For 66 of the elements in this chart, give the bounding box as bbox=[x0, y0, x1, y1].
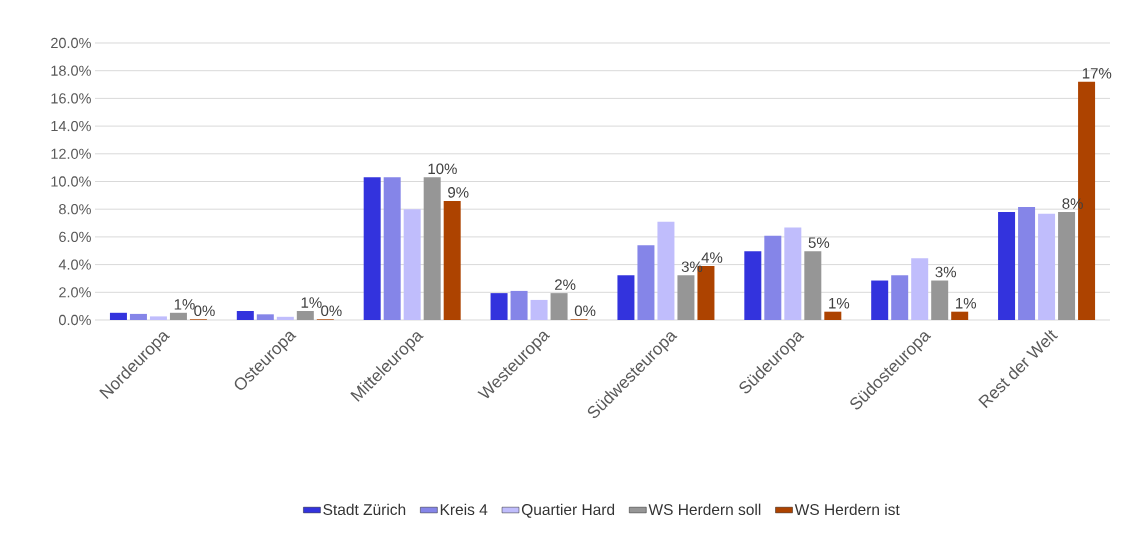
bar bbox=[617, 275, 635, 320]
legend-label: Quartier Hard bbox=[521, 503, 615, 518]
bar bbox=[1058, 212, 1076, 320]
y-tick-label: 16.0% bbox=[51, 93, 91, 104]
bar bbox=[490, 293, 508, 320]
data-label: 2% bbox=[555, 279, 576, 290]
legend-label: Kreis 4 bbox=[440, 503, 488, 516]
bar bbox=[1018, 207, 1036, 320]
bar bbox=[403, 209, 421, 320]
data-label: 9% bbox=[448, 187, 469, 198]
y-tick-label: 0.0% bbox=[58, 314, 91, 326]
y-tick-label: 20.0% bbox=[51, 37, 91, 49]
bar bbox=[998, 212, 1016, 320]
bar bbox=[891, 275, 909, 320]
bar bbox=[530, 299, 548, 320]
data-label: 0% bbox=[321, 305, 342, 317]
bar bbox=[236, 311, 254, 320]
y-tick-label: 12.0% bbox=[51, 148, 91, 159]
bar bbox=[784, 227, 802, 320]
data-label: 10% bbox=[428, 163, 457, 175]
y-tick-label: 18.0% bbox=[51, 65, 91, 76]
bar bbox=[550, 293, 568, 320]
bar bbox=[169, 312, 187, 320]
data-label: 1% bbox=[956, 298, 977, 309]
y-tick-label: 2.0% bbox=[59, 287, 91, 298]
data-label: 1% bbox=[829, 298, 850, 309]
y-tick-label: 4.0% bbox=[58, 259, 91, 270]
bar bbox=[677, 275, 695, 320]
data-label: 0% bbox=[574, 305, 596, 317]
bar bbox=[256, 314, 274, 320]
legend-label: WS Herdern ist bbox=[794, 503, 900, 516]
bar bbox=[911, 258, 929, 320]
bar bbox=[637, 245, 655, 320]
bar bbox=[383, 177, 401, 320]
y-tick-label: 8.0% bbox=[59, 204, 91, 215]
bar bbox=[363, 177, 381, 320]
bar bbox=[443, 200, 461, 320]
data-label: 1% bbox=[174, 299, 195, 310]
bar bbox=[744, 251, 762, 320]
data-label: 1% bbox=[301, 297, 322, 308]
data-label: 5% bbox=[808, 237, 830, 248]
data-label: 3% bbox=[681, 261, 703, 273]
bar bbox=[276, 316, 294, 320]
bar bbox=[951, 311, 969, 320]
bar bbox=[1038, 213, 1056, 320]
bar bbox=[804, 251, 822, 320]
y-tick-label: 6.0% bbox=[59, 231, 91, 243]
data-label: 17% bbox=[1082, 68, 1112, 79]
data-label: 3% bbox=[935, 266, 957, 278]
bar bbox=[931, 280, 949, 320]
bar bbox=[510, 290, 528, 320]
bar bbox=[871, 280, 889, 320]
data-label: 4% bbox=[701, 252, 723, 263]
data-label: 0% bbox=[194, 305, 215, 317]
bar bbox=[296, 311, 314, 320]
bar bbox=[149, 316, 167, 320]
bar bbox=[423, 177, 441, 320]
bar bbox=[109, 312, 127, 320]
legend-label: WS Herdern soll bbox=[648, 503, 761, 516]
y-tick-label: 10.0% bbox=[51, 176, 91, 187]
y-tick-label: 14.0% bbox=[51, 120, 91, 132]
bar bbox=[129, 313, 147, 320]
bar bbox=[657, 221, 675, 320]
bar bbox=[764, 235, 782, 320]
bar bbox=[824, 311, 842, 320]
legend-label: Stadt Zürich bbox=[323, 503, 406, 516]
